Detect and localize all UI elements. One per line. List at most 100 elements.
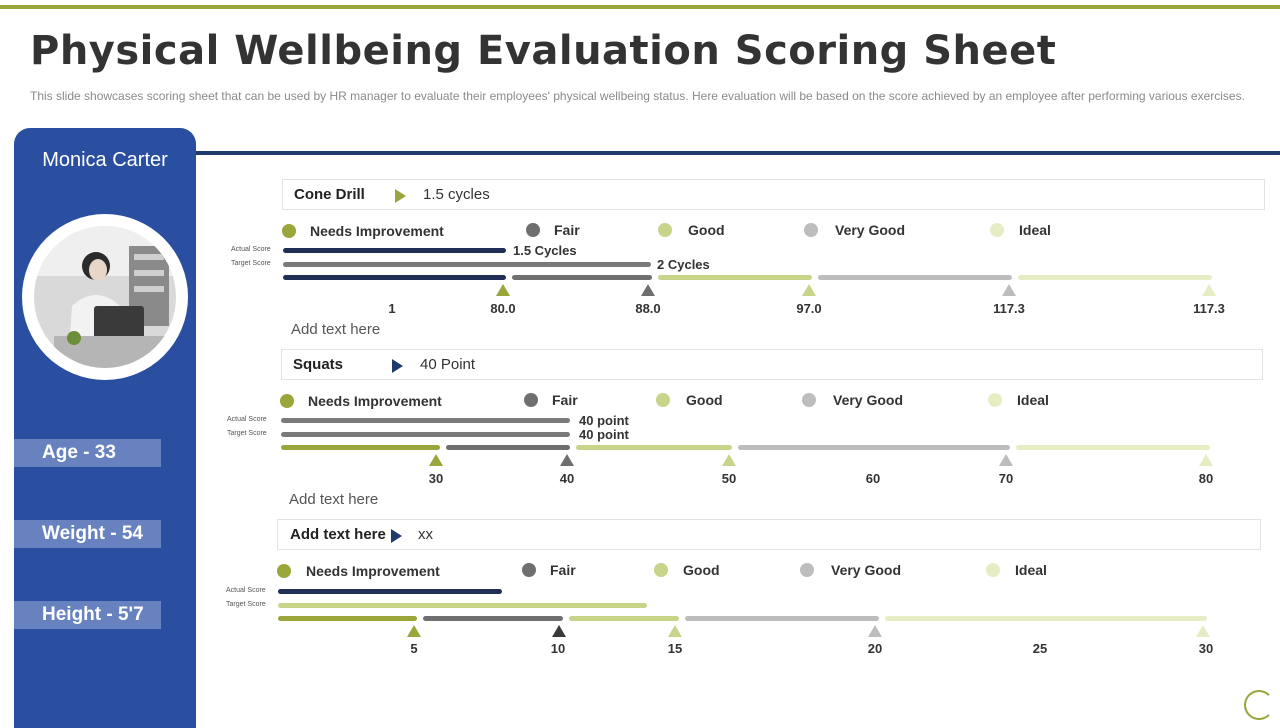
age-stat: Age - 33 <box>14 439 161 467</box>
fair-dot <box>524 393 538 407</box>
scale-marker <box>1199 454 1213 466</box>
actual-score-bar <box>281 418 570 423</box>
profile-name: Monica Carter <box>42 149 168 171</box>
very-good-dot <box>804 223 818 237</box>
tick-label: 25 <box>1032 641 1048 656</box>
scale-marker <box>641 284 655 296</box>
actual-score-label: Actual Score <box>227 416 267 423</box>
legend-label: Very Good <box>835 222 906 238</box>
scale-marker <box>429 454 443 466</box>
header-rule <box>196 151 1280 155</box>
legend-label: Fair <box>552 392 578 408</box>
actual-score-label: Actual Score <box>226 587 266 594</box>
section-name: Add text here <box>290 526 386 543</box>
weight-stat: Weight - 54 <box>14 520 161 548</box>
scale-marker <box>496 284 510 296</box>
legend-label: Ideal <box>1015 562 1047 578</box>
scale-segment <box>1018 275 1212 280</box>
scale-segment <box>685 616 879 621</box>
avatar <box>22 214 188 380</box>
legend-label: Very Good <box>831 562 902 578</box>
target-score-label: Target Score <box>226 601 266 608</box>
actual-score-value: 40 point <box>579 413 629 428</box>
arrow-right-icon <box>392 359 403 373</box>
section-value: xx <box>418 526 433 543</box>
fair-dot <box>522 563 536 577</box>
legend-label: Fair <box>550 562 576 578</box>
section-note[interactable]: Add text here <box>289 491 379 508</box>
legend-label: Good <box>688 222 725 238</box>
tick-label: 5 <box>410 641 418 656</box>
scale-segment <box>1016 445 1210 450</box>
legend-label: Ideal <box>1019 222 1051 238</box>
legend-label: Needs Improvement <box>308 393 442 409</box>
profile-sidebar: Monica Carter Age - 33 Weight - 54 Heigh… <box>14 128 196 728</box>
very-good-dot <box>800 563 814 577</box>
scale-segment <box>423 616 563 621</box>
tick-label: 80.0 <box>490 301 516 316</box>
scale-segment <box>885 616 1207 621</box>
ideal-dot <box>990 223 1004 237</box>
legend-label: Fair <box>554 222 580 238</box>
actual-score-label: Actual Score <box>231 246 271 253</box>
legend-label: Good <box>686 392 723 408</box>
very-good-dot <box>802 393 816 407</box>
tick-label: 15 <box>667 641 683 656</box>
scale-marker <box>999 454 1013 466</box>
tick-label: 10 <box>550 641 566 656</box>
actual-score-bar <box>278 589 502 594</box>
scale-marker <box>560 454 574 466</box>
needs-improvement-dot <box>282 224 296 238</box>
tick-label: 117.3 <box>993 301 1025 316</box>
scale-marker <box>1002 284 1016 296</box>
tick-label: 60 <box>865 471 881 486</box>
tick-label: 30 <box>1198 641 1214 656</box>
tick-label: 88.0 <box>635 301 661 316</box>
good-dot <box>656 393 670 407</box>
target-score-value: 40 point <box>579 427 629 442</box>
scale-marker <box>552 625 566 637</box>
target-score-value: 2 Cycles <box>657 257 710 272</box>
tick-label: 97.0 <box>796 301 822 316</box>
tick-label: 70 <box>998 471 1014 486</box>
scale-marker <box>1196 625 1210 637</box>
scale-marker <box>802 284 816 296</box>
actual-score-bar <box>283 248 506 253</box>
ideal-dot <box>986 563 1000 577</box>
section-value: 1.5 cycles <box>423 186 490 203</box>
target-score-bar <box>278 603 647 608</box>
arrow-right-icon <box>395 189 406 203</box>
page-subtitle: This slide showcases scoring sheet that … <box>30 89 1245 103</box>
good-dot <box>654 563 668 577</box>
scale-marker <box>1202 284 1216 296</box>
legend-label: Good <box>683 562 720 578</box>
scale-marker <box>407 625 421 637</box>
scale-segment <box>738 445 1010 450</box>
legend-label: Ideal <box>1017 392 1049 408</box>
tick-label: 40 <box>559 471 575 486</box>
target-score-label: Target Score <box>227 430 267 437</box>
section-header-cone-drill: Cone Drill 1.5 cycles <box>282 179 1265 210</box>
needs-improvement-dot <box>280 394 294 408</box>
tick-label: 20 <box>867 641 883 656</box>
section-name: Squats <box>293 356 344 373</box>
legend-label: Needs Improvement <box>306 563 440 579</box>
section-header-squats: Squats 40 Point <box>281 349 1263 380</box>
scale-segment <box>569 616 679 621</box>
tick-label: 1 <box>388 301 396 316</box>
target-score-bar <box>283 262 651 267</box>
tick-label: 30 <box>428 471 444 486</box>
scale-segment <box>576 445 732 450</box>
tick-label: 80 <box>1198 471 1214 486</box>
section-note[interactable]: Add text here <box>291 321 381 338</box>
scale-segment <box>658 275 812 280</box>
top-accent-line <box>0 5 1280 9</box>
arrow-right-icon <box>391 529 402 543</box>
actual-score-value: 1.5 Cycles <box>513 243 577 258</box>
section-name: Cone Drill <box>294 186 365 203</box>
legend-label: Needs Improvement <box>310 223 444 239</box>
fair-dot <box>526 223 540 237</box>
scale-segment <box>446 445 570 450</box>
height-stat: Height - 5'7 <box>14 601 161 629</box>
scale-segment <box>283 275 506 280</box>
